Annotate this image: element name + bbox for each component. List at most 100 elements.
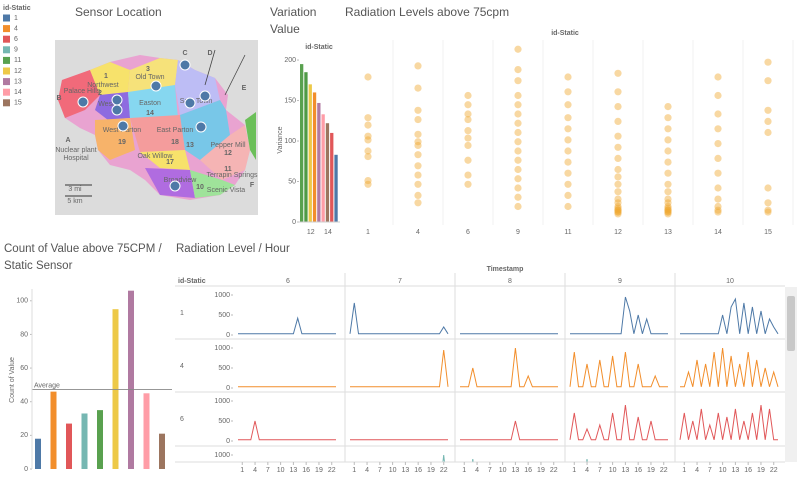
dot (514, 110, 522, 118)
dot (464, 171, 472, 179)
row-label: 6 (180, 416, 184, 423)
y-tick-label: 200 (284, 57, 296, 64)
scrollbar-thumb[interactable] (787, 296, 795, 351)
dot (414, 180, 422, 188)
map-label: C (182, 50, 187, 57)
map-label: 13 (186, 142, 194, 149)
legend-label: 9 (14, 47, 18, 54)
line-series (460, 420, 558, 441)
y-tick-label: 150 (284, 97, 296, 104)
y-tick-label: 40 (20, 399, 28, 406)
x-tick-label: 1 (572, 467, 576, 474)
column-label: 7 (398, 278, 402, 285)
x-tick-label: 7 (378, 467, 382, 474)
y-tick-label: 1000 (214, 345, 230, 352)
x-tick-label: 9 (516, 229, 520, 236)
column-label: 10 (726, 278, 734, 285)
x-tick-label: 22 (550, 467, 558, 474)
x-tick-label: 4 (416, 229, 420, 236)
dot (364, 180, 372, 188)
map-label: 18 (171, 139, 179, 146)
dot (664, 208, 672, 216)
dot (564, 169, 572, 177)
dot (514, 91, 522, 100)
y-tick-label: 500 (218, 472, 230, 478)
dot (614, 206, 622, 214)
legend-label: 12 (14, 68, 22, 75)
bar (308, 84, 312, 222)
x-tick-label: 22 (660, 467, 668, 474)
y-tick-label: 1000 (214, 452, 230, 459)
map-region (140, 150, 190, 170)
dot (364, 177, 372, 185)
dot (414, 191, 422, 199)
dot (714, 73, 722, 81)
dot (614, 180, 622, 188)
dot (564, 101, 572, 109)
row-label: 1 (180, 310, 184, 317)
map-region (145, 168, 195, 198)
x-tick-label: 19 (757, 467, 765, 474)
dot (664, 208, 672, 216)
dot (514, 119, 522, 127)
x-tick-label: 4 (365, 467, 369, 474)
x-tick-label: 1 (352, 467, 356, 474)
dot (614, 208, 622, 216)
dot (464, 91, 472, 100)
dot (664, 206, 672, 214)
map-label: East Parton (157, 127, 194, 134)
dot (414, 62, 422, 70)
y-tick-label: 1000 (214, 398, 230, 405)
dot (714, 110, 722, 118)
dot (664, 114, 672, 122)
dot (364, 114, 372, 122)
bar (81, 413, 88, 469)
dot (614, 202, 622, 211)
x-tick-label: 12 (614, 229, 622, 236)
x-tick-label: 4 (695, 467, 699, 474)
map-region (58, 70, 100, 118)
line-series (569, 351, 668, 388)
line-series (349, 302, 449, 335)
dot (714, 195, 722, 203)
y-tick-label: 500 (218, 365, 230, 372)
dot (664, 206, 672, 214)
column-label: 6 (286, 278, 290, 285)
sensor-marker (77, 96, 89, 108)
map-label: 17 (166, 159, 174, 166)
x-tick-label: 13 (511, 467, 519, 474)
dot (364, 147, 372, 155)
dot (514, 193, 522, 201)
map-road (204, 49, 216, 86)
map-label: F (250, 182, 255, 189)
dot (614, 154, 622, 162)
bar (312, 92, 317, 222)
y-tick-label: 50 (288, 178, 296, 185)
y-tick-label: 1000 (214, 292, 230, 299)
dot (414, 84, 422, 92)
dot (664, 103, 672, 111)
y-tick-label: 100 (284, 138, 296, 145)
chart-header: id-Static (305, 44, 333, 51)
dot (714, 154, 722, 162)
x-tick-label: 7 (598, 467, 602, 474)
map-region (90, 62, 130, 95)
x-tick-label: 19 (647, 467, 655, 474)
legend-label: 4 (14, 25, 18, 32)
map-label: 3 mi (68, 186, 82, 193)
map-label: Easton (139, 100, 161, 107)
sensor-marker (111, 94, 123, 106)
dot (614, 204, 622, 212)
x-tick-label: 1 (366, 229, 370, 236)
dot (764, 117, 772, 125)
map-label: 12 (224, 150, 232, 157)
dot (464, 127, 472, 135)
map-label: Oak Willow (137, 153, 173, 160)
dot (664, 169, 672, 177)
legend-swatch (3, 67, 10, 75)
sensor-marker (184, 97, 196, 109)
x-tick-label: 22 (770, 467, 778, 474)
dot (614, 206, 622, 214)
dot (514, 175, 522, 183)
